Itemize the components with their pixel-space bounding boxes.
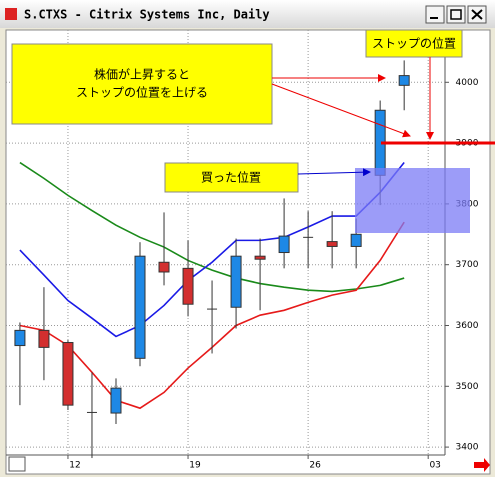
annotation-text: 買った位置 — [201, 170, 261, 185]
plot: 340035003600370038003900400012192603 — [6, 30, 479, 471]
candle-body — [62, 342, 74, 406]
window-title: S.CTXS - Citrix Systems Inc, Daily — [24, 8, 270, 22]
candle-body — [350, 233, 362, 247]
x-tick-label: 19 — [189, 461, 201, 471]
annotation-box — [11, 43, 273, 125]
y-tick-label: 3500 — [456, 382, 479, 392]
x-tick-label: 26 — [309, 461, 321, 471]
annotation-text: ストップの位置を上げる — [76, 85, 208, 100]
corner-box — [8, 456, 26, 472]
candle-body — [254, 255, 266, 260]
window-buttons[interactable] — [425, 5, 487, 24]
arrow — [271, 83, 411, 138]
icon — [471, 9, 483, 20]
candle-body — [110, 387, 122, 414]
x-tick-label: 03 — [429, 461, 440, 471]
x-tick-label: 12 — [69, 461, 80, 471]
icon — [450, 9, 462, 20]
buy-zone — [355, 168, 470, 233]
arrow — [297, 168, 371, 177]
candle-body — [278, 235, 290, 254]
candle-body — [182, 267, 194, 305]
ma-line — [19, 161, 405, 293]
title-bar — [0, 0, 495, 28]
y-tick-label: 4000 — [456, 78, 479, 88]
candle-body — [398, 75, 410, 86]
candle-body — [38, 329, 50, 348]
candle-body — [326, 241, 338, 247]
y-tick-label: 3400 — [456, 443, 479, 453]
y-tick-label: 3700 — [456, 260, 479, 270]
annotation-box — [164, 162, 299, 193]
candle-body — [158, 261, 170, 273]
candle-body — [134, 255, 146, 359]
annotation-text: 株価が上昇すると — [94, 67, 190, 82]
scroll-arrow[interactable] — [474, 458, 490, 472]
minimize-button[interactable] — [425, 5, 445, 24]
ma-line — [19, 162, 405, 338]
y-tick-label: 3600 — [456, 321, 479, 331]
app-icon — [5, 8, 17, 20]
annotation-text: ストップの位置 — [372, 36, 456, 51]
candle-body — [230, 255, 242, 308]
candle-body — [14, 329, 26, 347]
maximize-button[interactable] — [446, 5, 466, 24]
annotation-box — [365, 29, 463, 58]
